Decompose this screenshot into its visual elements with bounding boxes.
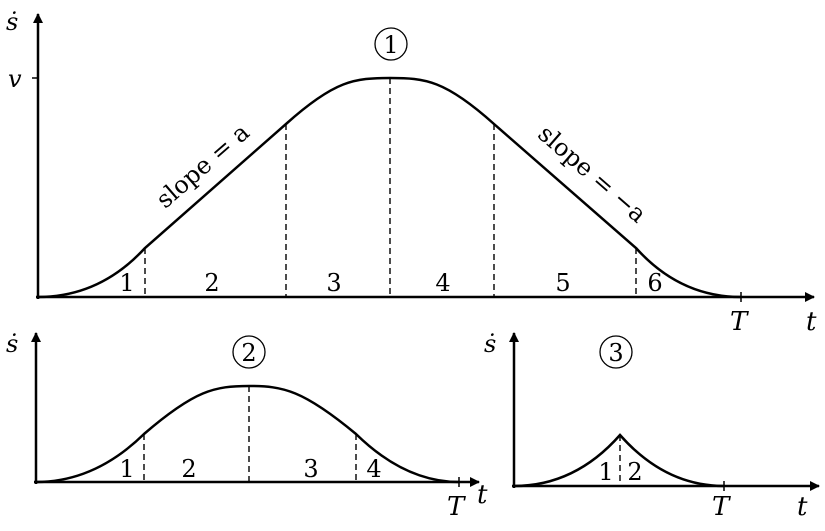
x-axis-label: t	[477, 480, 488, 510]
badge-1: 1	[374, 27, 408, 61]
badge-2: 2	[232, 335, 266, 369]
segment-label: 6	[647, 269, 662, 297]
segment-label: 2	[181, 455, 196, 483]
end-label: T	[447, 492, 466, 522]
end-label: T	[712, 492, 731, 522]
svg-text:1: 1	[383, 31, 398, 59]
segment-label: 3	[326, 269, 341, 297]
segment-label: 1	[119, 269, 134, 297]
diagram-1: ṡ v t T 1 slope = a slope = −a 1 2 3 4 5…	[6, 8, 817, 337]
segment-label: 3	[303, 455, 318, 483]
velocity-curve	[35, 384, 460, 484]
segment-label: 4	[435, 269, 450, 297]
diagram-2: ṡ t T 2 1 2 3 4	[6, 330, 488, 522]
segment-label: 4	[366, 455, 381, 483]
end-label: T	[730, 307, 749, 337]
v-label: v	[8, 65, 22, 93]
segment-label: 2	[204, 269, 219, 297]
y-axis-label: ṡ	[484, 330, 496, 358]
x-axis-label: t	[806, 307, 817, 337]
segment-label: 1	[119, 455, 134, 483]
segment-label: 1	[598, 458, 613, 486]
x-axis-label: t	[797, 492, 808, 522]
svg-text:3: 3	[608, 339, 623, 367]
diagram-3: ṡ t T 3 1 2	[484, 330, 820, 522]
velocity-curve	[513, 433, 725, 488]
y-axis-label: ṡ	[6, 330, 18, 358]
segment-label: 2	[627, 458, 642, 486]
svg-text:2: 2	[241, 339, 256, 367]
segment-label: 5	[555, 269, 570, 297]
badge-3: 3	[599, 335, 633, 369]
y-axis-label: ṡ	[6, 8, 18, 36]
